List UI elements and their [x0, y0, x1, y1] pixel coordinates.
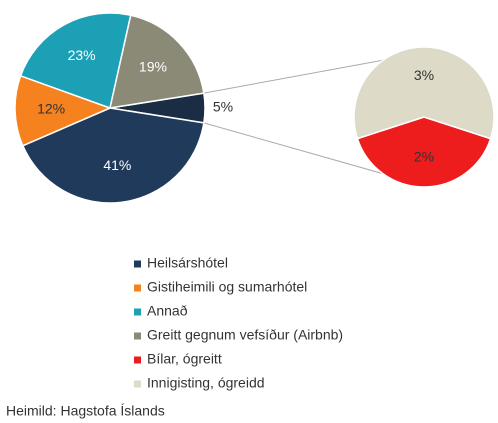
data-label: 3%: [414, 67, 434, 83]
legend-swatch: [134, 284, 141, 292]
legend-label: Bílar, ógreitt: [147, 351, 222, 367]
source-note: Heimild: Hagstofa Íslands: [6, 403, 165, 419]
legend-swatch: [134, 332, 141, 340]
pie-slice: [21, 107, 205, 204]
legend-swatch: [134, 260, 141, 268]
legend-swatch: [134, 380, 141, 388]
legend-label: Greitt gegnum vefsíður (Airbnb): [147, 327, 343, 343]
pie-slice: [19, 12, 132, 109]
legend-swatch: [134, 308, 141, 316]
data-label: 19%: [139, 58, 167, 74]
pie-slice: [14, 74, 113, 147]
legend-label: Annað: [147, 303, 188, 319]
legend-label: Gistiheimili og sumarhótel: [147, 279, 307, 295]
pie-slice: [356, 116, 492, 188]
data-label: 12%: [37, 101, 65, 117]
data-label: 23%: [68, 47, 96, 63]
data-label: 5%: [213, 99, 233, 115]
connector-line: [203, 122, 385, 175]
data-label: 2%: [414, 148, 434, 164]
pie-slice: [109, 14, 205, 109]
pie-slice: [353, 46, 495, 140]
legend-label: Heilsárshótel: [147, 255, 228, 271]
connector-line: [203, 59, 385, 94]
legend-swatch: [134, 356, 141, 364]
data-label: 41%: [103, 157, 131, 173]
legend-label: Innigisting, ógreidd: [147, 375, 265, 391]
